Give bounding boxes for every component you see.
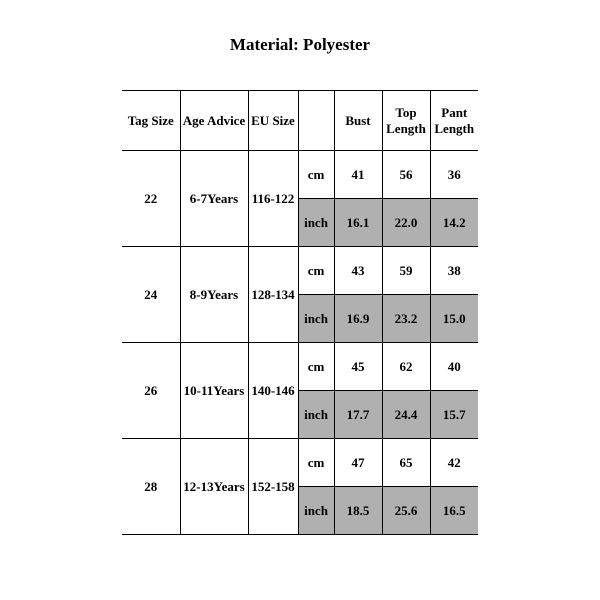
cell-pant-inch: 16.5 [430, 487, 478, 535]
cell-tag: 24 [122, 247, 180, 343]
cell-pant-cm: 42 [430, 439, 478, 487]
cell-bust-inch: 17.7 [334, 391, 382, 439]
cell-tag: 22 [122, 151, 180, 247]
cell-top-inch: 23.2 [382, 295, 430, 343]
cell-eu: 152-158 [248, 439, 298, 535]
cell-top-cm: 65 [382, 439, 430, 487]
material-title: Material: Polyester [0, 35, 600, 55]
cell-tag: 26 [122, 343, 180, 439]
cell-pant-inch: 15.7 [430, 391, 478, 439]
cell-bust-cm: 47 [334, 439, 382, 487]
cell-unit-cm: cm [298, 247, 334, 295]
col-top-length: Top Length [382, 91, 430, 151]
cell-unit-inch: inch [298, 391, 334, 439]
table-row: 26 10-11Years 140-146 cm 45 62 40 [122, 343, 478, 391]
cell-unit-cm: cm [298, 343, 334, 391]
cell-bust-cm: 45 [334, 343, 382, 391]
cell-unit-cm: cm [298, 151, 334, 199]
cell-pant-inch: 15.0 [430, 295, 478, 343]
col-bust: Bust [334, 91, 382, 151]
cell-age: 12-13Years [180, 439, 248, 535]
table-row: 28 12-13Years 152-158 cm 47 65 42 [122, 439, 478, 487]
col-pant-length: Pant Length [430, 91, 478, 151]
size-chart-container: Material: Polyester Tag Size Age Advice … [0, 0, 600, 600]
cell-tag: 28 [122, 439, 180, 535]
cell-pant-cm: 40 [430, 343, 478, 391]
col-unit-blank [298, 91, 334, 151]
cell-top-cm: 56 [382, 151, 430, 199]
cell-bust-inch: 16.1 [334, 199, 382, 247]
cell-unit-cm: cm [298, 439, 334, 487]
cell-age: 6-7Years [180, 151, 248, 247]
cell-top-inch: 22.0 [382, 199, 430, 247]
table-row: 24 8-9Years 128-134 cm 43 59 38 [122, 247, 478, 295]
size-table: Tag Size Age Advice EU Size Bust Top Len… [122, 90, 478, 535]
cell-pant-cm: 36 [430, 151, 478, 199]
cell-unit-inch: inch [298, 199, 334, 247]
cell-bust-cm: 43 [334, 247, 382, 295]
col-eu-size: EU Size [248, 91, 298, 151]
cell-eu: 128-134 [248, 247, 298, 343]
cell-top-inch: 25.6 [382, 487, 430, 535]
cell-bust-inch: 18.5 [334, 487, 382, 535]
cell-top-cm: 62 [382, 343, 430, 391]
table-row: 22 6-7Years 116-122 cm 41 56 36 [122, 151, 478, 199]
header-row: Tag Size Age Advice EU Size Bust Top Len… [122, 91, 478, 151]
cell-top-cm: 59 [382, 247, 430, 295]
cell-age: 8-9Years [180, 247, 248, 343]
table-body: 22 6-7Years 116-122 cm 41 56 36 inch 16.… [122, 151, 478, 535]
cell-pant-cm: 38 [430, 247, 478, 295]
col-age-advice: Age Advice [180, 91, 248, 151]
cell-top-inch: 24.4 [382, 391, 430, 439]
cell-eu: 140-146 [248, 343, 298, 439]
cell-eu: 116-122 [248, 151, 298, 247]
cell-bust-cm: 41 [334, 151, 382, 199]
col-tag-size: Tag Size [122, 91, 180, 151]
cell-unit-inch: inch [298, 487, 334, 535]
cell-bust-inch: 16.9 [334, 295, 382, 343]
cell-unit-inch: inch [298, 295, 334, 343]
cell-pant-inch: 14.2 [430, 199, 478, 247]
cell-age: 10-11Years [180, 343, 248, 439]
